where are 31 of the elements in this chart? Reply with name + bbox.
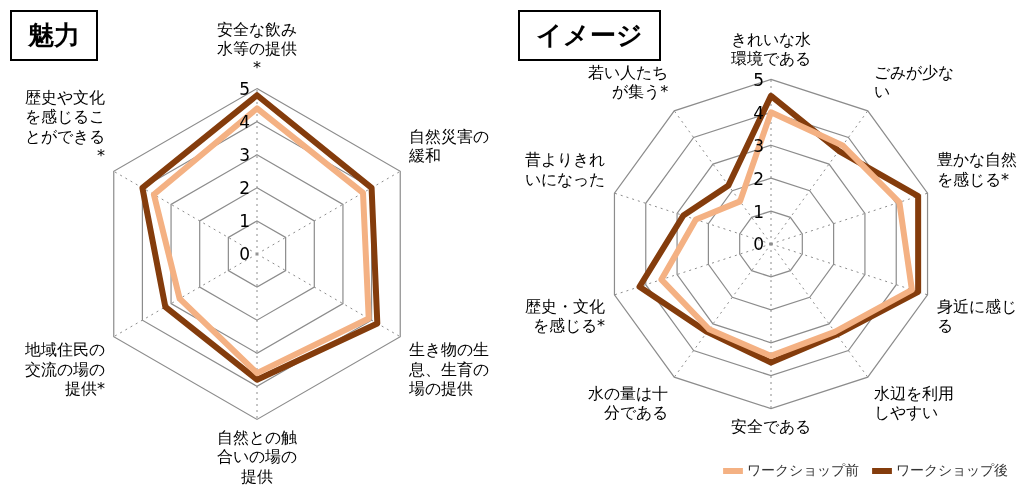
spoke-label: 安全な飲み水等の提供* [217,19,297,78]
y-tick-label: 5 [239,79,250,100]
y-tick-label: 2 [239,178,250,199]
chart-title: 魅力 [10,10,98,61]
spoke-label: 身近に感じる [937,296,1018,335]
y-tick-label: 0 [753,234,764,255]
y-tick-label: 1 [753,201,764,222]
y-tick-label: 1 [239,211,250,232]
spoke-label: 水の量は十分である [588,384,669,423]
y-tick-label: 3 [239,145,250,166]
spoke-label: 歴史・文化を感じる* [524,296,605,335]
chart-title: イメージ [518,10,661,61]
spoke-label: 昔よりきれいになった [524,150,605,189]
spoke-label: 安全である [731,417,811,437]
y-tick-label: 0 [239,244,250,265]
y-tick-label: 3 [753,135,764,156]
y-tick-label: 5 [753,69,764,90]
spoke-label: 自然との触合いの場の提供 [217,428,297,486]
spoke-label: 地域住民の交流の場の提供* [24,340,106,398]
y-tick-label: 2 [753,168,764,189]
spoke-label: ごみが少ない [873,63,954,102]
spoke-label: 水辺を利用しやすい [873,384,954,423]
spoke-label: きれいな水環境である [731,29,811,68]
spoke-label: 生き物の生息、生育の場の提供 [407,340,489,398]
y-tick-label: 4 [239,112,250,133]
spoke-label: 自然災害の緩和 [407,126,489,165]
legend-label: ワークショップ後 [896,461,1008,478]
spoke-label: 豊かな自然を感じる* [937,150,1018,189]
spoke-label: 若い人たちが集う* [588,63,669,102]
spoke-label: 歴史や文化を感じることができる* [25,88,106,165]
legend-label: ワークショップ前 [747,461,859,478]
